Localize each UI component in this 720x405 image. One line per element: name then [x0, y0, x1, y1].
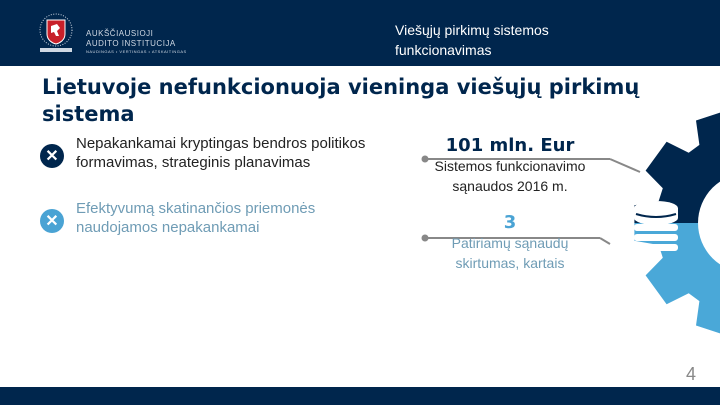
stat-difference: 3 Patiriamų sąnaudų skirtumas, kartais	[420, 213, 600, 273]
connector-line	[609, 158, 641, 173]
logo-text: AUKŠČIAUSIOJI AUDITO INSTITUCIJA NAUDING…	[86, 29, 187, 55]
logo-line1: AUKŠČIAUSIOJI	[86, 29, 154, 38]
header-bar: AUKŠČIAUSIOJI AUDITO INSTITUCIJA NAUDING…	[0, 0, 720, 66]
footer-bar	[0, 387, 720, 405]
logo-tagline: NAUDINGAS • VERTINGAS • ATSKAITINGAS	[86, 49, 187, 54]
coin-stack-icon	[634, 201, 678, 251]
list-item: ✕ Efektyvumą skatinančios priemonės naud…	[40, 199, 376, 237]
stat-label: Sistemos funkcionavimo	[434, 158, 586, 174]
connector-dot	[421, 155, 429, 163]
gear-hole	[698, 181, 720, 265]
connector-line	[599, 237, 611, 245]
list-item: ✕ Nepakankamai kryptingas bendros politi…	[40, 134, 416, 172]
stat-label: sąnaudos 2016 m.	[452, 178, 568, 194]
header-title-line2: funkcionavimas	[395, 42, 492, 58]
page-number: 4	[686, 364, 697, 384]
list-item-text: Efektyvumą skatinančios priemonės naudoj…	[76, 200, 316, 236]
x-circle-icon: ✕	[40, 209, 64, 233]
stat-label: Patiriamų sąnaudų	[451, 235, 569, 251]
gear-icon-top	[634, 112, 720, 223]
coat-of-arms-logo	[39, 13, 73, 52]
header-title: Viešųjų pirkimų sistemos funkcionavimas	[395, 20, 549, 60]
header-title-line1: Viešųjų pirkimų sistemos	[395, 22, 549, 38]
stat-value: 101 mln. Eur	[445, 135, 575, 156]
stat-value: 3	[503, 212, 517, 233]
slide-title: Lietuvoje nefunkcionuoja vieninga viešųj…	[42, 75, 640, 126]
connector-dot	[421, 234, 429, 242]
logo-line2: AUDITO INSTITUCIJA	[86, 39, 176, 48]
stat-label: skirtumas, kartais	[455, 255, 565, 271]
stat-cost: 101 mln. Eur Sistemos funkcionavimo sąna…	[420, 136, 600, 196]
list-item-text: Nepakankamai kryptingas bendros politiko…	[76, 135, 366, 171]
gear-icon-bot	[634, 223, 720, 334]
x-circle-icon: ✕	[40, 144, 64, 168]
